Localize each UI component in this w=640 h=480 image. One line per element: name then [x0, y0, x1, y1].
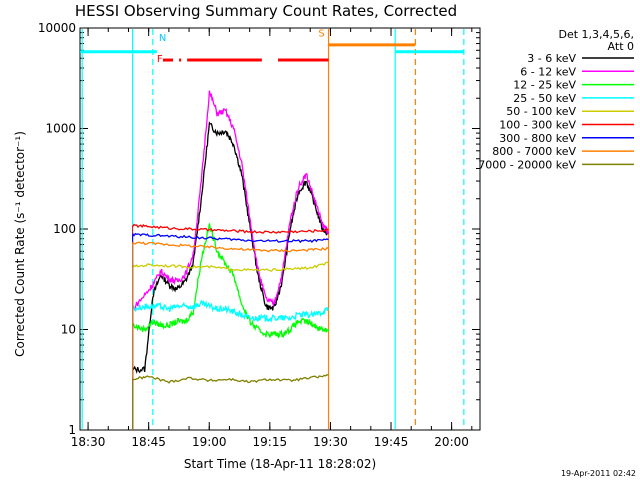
- y-axis-label: Corrected Count Rate (s⁻¹ detector⁻¹): [13, 131, 27, 357]
- series-line-12-25-kev: [132, 223, 330, 339]
- x-tick-label: 19:30: [313, 435, 348, 449]
- series-line-3-6-kev: [132, 121, 330, 375]
- legend-header: Det 1,3,4,5,6,: [558, 28, 634, 41]
- x-tick-label: 19:00: [192, 435, 227, 449]
- legend-entry-label: 100 - 300 keV: [499, 119, 576, 132]
- legend-entry-label: 6 - 12 keV: [520, 65, 576, 78]
- y-tick-label: 1000: [45, 122, 76, 136]
- chart-title: HESSI Observing Summary Count Rates, Cor…: [75, 2, 457, 20]
- legend-header: Att 0: [608, 40, 634, 53]
- series-line-50-100-kev: [132, 261, 329, 272]
- x-axis-label: Start Time (18-Apr-11 18:28:02): [184, 457, 376, 471]
- plot-frame: [79, 27, 481, 431]
- footer-timestamp: 19-Apr-2011 02:42: [561, 469, 636, 478]
- flag-label-n: N: [159, 33, 166, 44]
- legend-entry-label: 25 - 50 keV: [513, 92, 576, 105]
- x-tick-label: 19:45: [374, 435, 409, 449]
- plot-area: 1 10 100 1000 10000 18:30 18:45 19:00 19:15 19:30…: [38, 21, 634, 449]
- y-tick-label: 10000: [38, 21, 76, 35]
- series-line-100-300-kev: [132, 223, 329, 234]
- flag-label-s: S: [318, 29, 324, 40]
- y-tick-label: 10: [61, 323, 76, 337]
- legend-entry-label: 7000 - 20000 keV: [478, 158, 576, 171]
- series-line-300-800-kev: [132, 232, 329, 244]
- x-tick-label: 20:00: [434, 435, 469, 449]
- series-line-6-12-kev: [132, 90, 330, 312]
- y-tick-label: 100: [53, 222, 76, 236]
- x-tick-label: 18:45: [131, 435, 166, 449]
- series-line-7000-20000-kev: [132, 373, 329, 384]
- legend-entry-label: 300 - 800 keV: [499, 132, 576, 145]
- legend-entry-label: 50 - 100 keV: [506, 105, 576, 118]
- legend-entry-label: 12 - 25 keV: [513, 79, 576, 92]
- series-line-800-7000-kev: [132, 241, 329, 253]
- x-tick-label: 18:30: [71, 435, 106, 449]
- series-line-25-50-kev: [131, 299, 329, 324]
- legend-entry-label: 800 - 7000 keV: [492, 145, 576, 158]
- legend-entry-label: 3 - 6 keV: [527, 52, 576, 65]
- flag-label-f: F: [157, 54, 163, 65]
- x-tick-label: 19:15: [253, 435, 288, 449]
- y-tick-label: 1: [68, 423, 76, 437]
